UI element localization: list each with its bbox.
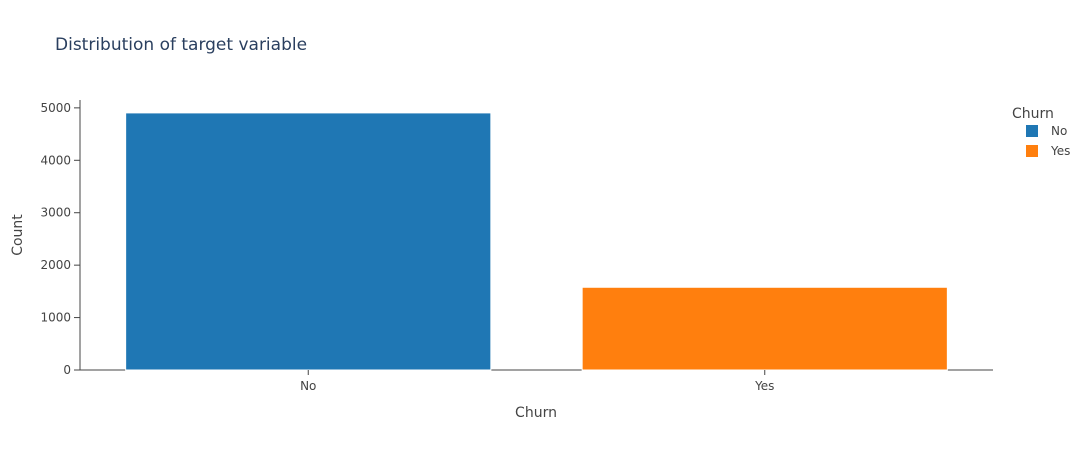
y-tick-label: 3000 xyxy=(40,206,71,220)
plot-area: 0 1000 2000 3000 4000 5000 No Yes xyxy=(40,100,993,393)
y-tick-label: 2000 xyxy=(40,258,71,272)
x-tick-label: Yes xyxy=(754,379,774,393)
chart-title: Distribution of target variable xyxy=(55,35,307,55)
legend-swatch-no[interactable] xyxy=(1026,125,1038,137)
y-axis-title: Count xyxy=(10,214,26,256)
x-tick-label: No xyxy=(300,379,316,393)
legend-label-yes[interactable]: Yes xyxy=(1050,144,1070,158)
bars xyxy=(125,112,948,371)
y-tick-label: 5000 xyxy=(40,101,71,115)
bar-no[interactable] xyxy=(125,112,492,371)
y-axis-ticks: 0 1000 2000 3000 4000 5000 xyxy=(40,101,80,377)
x-axis-ticks: No Yes xyxy=(300,370,774,393)
x-axis-title: Churn xyxy=(515,405,557,421)
y-tick-label: 4000 xyxy=(40,153,71,167)
y-tick-label: 1000 xyxy=(40,311,71,325)
y-tick-label: 0 xyxy=(63,363,71,377)
bar-yes[interactable] xyxy=(581,286,948,371)
legend-items: No Yes xyxy=(1026,124,1070,158)
legend-title: Churn xyxy=(1012,106,1054,122)
legend-label-no[interactable]: No xyxy=(1051,124,1067,138)
legend-swatch-yes[interactable] xyxy=(1026,145,1038,157)
legend: Churn No Yes xyxy=(1012,106,1070,158)
